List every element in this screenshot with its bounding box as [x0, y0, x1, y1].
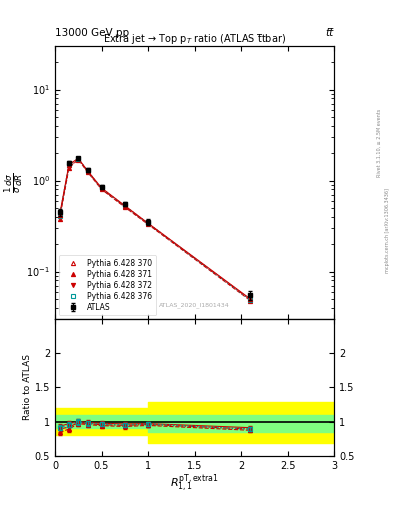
Pythia 6.428 370 — [76, 155, 81, 161]
Pythia 6.428 376 — [85, 168, 90, 174]
Line: Pythia 6.428 371: Pythia 6.428 371 — [58, 158, 252, 303]
Pythia 6.428 376 — [67, 162, 72, 168]
Pythia 6.428 370 — [146, 220, 151, 226]
Pythia 6.428 376 — [99, 185, 104, 191]
Pythia 6.428 371 — [57, 216, 62, 222]
Text: tt̅: tt̅ — [326, 28, 334, 38]
Line: Pythia 6.428 376: Pythia 6.428 376 — [58, 157, 252, 302]
Text: ATLAS_2020_I1801434: ATLAS_2020_I1801434 — [159, 303, 230, 308]
Legend: Pythia 6.428 370, Pythia 6.428 371, Pythia 6.428 372, Pythia 6.428 376, ATLAS: Pythia 6.428 370, Pythia 6.428 371, Pyth… — [59, 255, 156, 315]
Pythia 6.428 372 — [99, 186, 104, 192]
Pythia 6.428 370 — [67, 161, 72, 167]
Text: 13000 GeV pp: 13000 GeV pp — [55, 28, 129, 38]
Pythia 6.428 371 — [99, 186, 104, 193]
Pythia 6.428 371 — [85, 169, 90, 175]
Pythia 6.428 372 — [76, 156, 81, 162]
Pythia 6.428 370 — [248, 296, 253, 302]
Pythia 6.428 372 — [123, 203, 127, 209]
Pythia 6.428 370 — [123, 203, 127, 209]
Pythia 6.428 376 — [57, 212, 62, 219]
Text: mcplots.cern.ch [arXiv:1306.3436]: mcplots.cern.ch [arXiv:1306.3436] — [385, 188, 389, 273]
Pythia 6.428 372 — [67, 163, 72, 169]
Pythia 6.428 371 — [123, 204, 127, 210]
Pythia 6.428 371 — [76, 157, 81, 163]
Pythia 6.428 372 — [85, 168, 90, 175]
Pythia 6.428 370 — [85, 168, 90, 174]
Pythia 6.428 372 — [248, 296, 253, 303]
Pythia 6.428 376 — [123, 203, 127, 209]
Pythia 6.428 371 — [248, 297, 253, 304]
Pythia 6.428 372 — [146, 221, 151, 227]
Pythia 6.428 370 — [57, 212, 62, 218]
Title: Extra jet → Top p$_T$ ratio (ATLAS t̅tbar): Extra jet → Top p$_T$ ratio (ATLAS t̅tba… — [103, 32, 286, 46]
X-axis label: $R_{1,1}^{\mathrm{pT,extra1}}$: $R_{1,1}^{\mathrm{pT,extra1}}$ — [170, 473, 219, 496]
Text: Rivet 3.1.10, ≥ 2.5M events: Rivet 3.1.10, ≥ 2.5M events — [377, 109, 382, 178]
Pythia 6.428 372 — [57, 214, 62, 220]
Line: Pythia 6.428 370: Pythia 6.428 370 — [58, 156, 252, 301]
Pythia 6.428 376 — [76, 156, 81, 162]
Line: Pythia 6.428 372: Pythia 6.428 372 — [58, 157, 252, 302]
Pythia 6.428 376 — [248, 296, 253, 303]
Pythia 6.428 370 — [99, 185, 104, 191]
Y-axis label: Ratio to ATLAS: Ratio to ATLAS — [23, 354, 32, 420]
Pythia 6.428 371 — [146, 221, 151, 227]
Y-axis label: $\frac{1}{\sigma}\frac{d\sigma}{dR}$: $\frac{1}{\sigma}\frac{d\sigma}{dR}$ — [3, 172, 25, 193]
Pythia 6.428 376 — [146, 220, 151, 226]
Pythia 6.428 371 — [67, 165, 72, 171]
